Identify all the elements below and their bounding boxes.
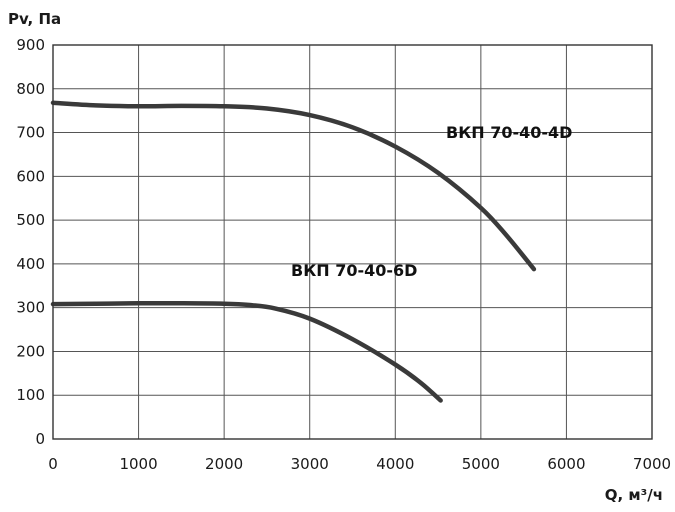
series-line-1 [50,300,443,403]
x-tick-label: 2000 [205,455,243,473]
x-tick-labels: 0 1000 2000 3000 4000 5000 6000 7000 [48,455,671,473]
series-line-0 [50,100,537,272]
x-tick-label: 5000 [462,455,500,473]
x-axis-title: Q, м³/ч [605,486,663,504]
y-axis-title: Pv, Па [8,10,61,28]
y-tick-label: 300 [16,299,45,317]
x-tick-label: 6000 [547,455,585,473]
x-tick-label: 7000 [633,455,671,473]
series-label-4d: ВКП 70-40-4D [446,123,572,142]
x-tick-label: 1000 [119,455,157,473]
y-tick-label: 700 [16,124,45,142]
y-tick-label: 800 [16,80,45,98]
y-tick-label: 900 [16,36,45,54]
x-tick-label: 3000 [291,455,329,473]
series-label-6d: ВКП 70-40-6D [291,261,417,280]
y-tick-label: 500 [16,211,45,229]
y-tick-label: 200 [16,342,45,360]
x-tick-label: 0 [48,455,58,473]
curves [50,100,537,403]
y-tick-labels: 0 100 200 300 400 500 600 700 800 900 [16,36,45,448]
y-tick-label: 400 [16,255,45,273]
y-tick-label: 100 [16,386,45,404]
y-tick-label: 0 [35,430,45,448]
y-tick-label: 600 [16,167,45,185]
x-tick-label: 4000 [376,455,414,473]
plot-frame [52,44,653,440]
